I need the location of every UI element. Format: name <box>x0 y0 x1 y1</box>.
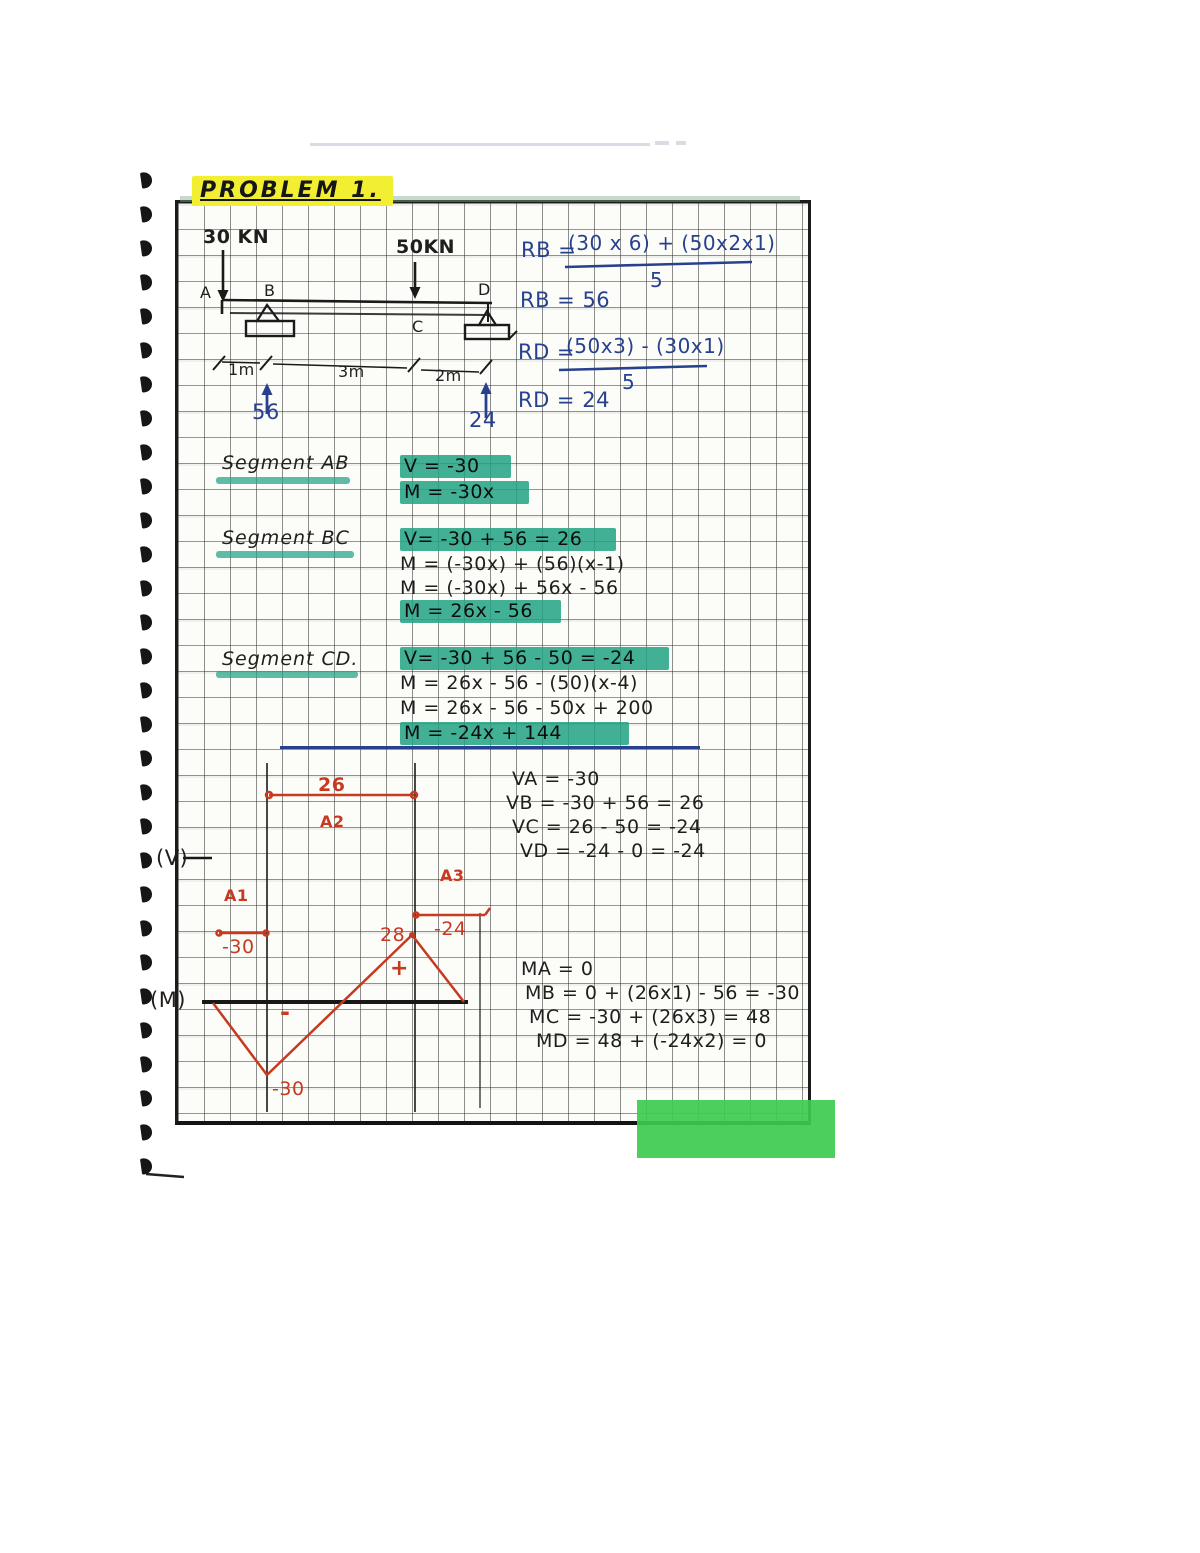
shear-value-vb: VB = -30 + 56 = 26 <box>506 792 705 814</box>
green-highlight-block <box>637 1100 835 1158</box>
v-level-neg24-label: -24 <box>434 918 467 940</box>
binding-hole-mark <box>139 1021 154 1039</box>
binding-hole-mark <box>139 307 154 325</box>
binding-hole-mark <box>139 443 154 461</box>
binding-hole-mark <box>139 171 154 189</box>
segment-bc-m-eq-2: M = (-30x) + 56x - 56 <box>400 577 619 599</box>
moment-value-md: MD = 48 + (-24x2) = 0 <box>536 1030 767 1052</box>
v-level-neg30-label: -30 <box>222 936 255 958</box>
node-label-a: A <box>200 283 212 302</box>
m-axis-label: (M) <box>150 988 187 1012</box>
binding-hole-mark <box>139 375 154 393</box>
reaction-b-value: 56 <box>252 400 280 424</box>
v-area1-label: A1 <box>224 886 249 905</box>
scan-streak <box>676 141 686 145</box>
rd-equation-lhs: RD = <box>518 340 576 364</box>
m-minus-sign: - <box>280 998 291 1026</box>
v-area3-label: A3 <box>440 866 465 885</box>
binding-hole-mark <box>139 681 154 699</box>
shear-value-va: VA = -30 <box>512 768 600 790</box>
binding-hole-mark <box>139 511 154 529</box>
moment-value-ma: MA = 0 <box>521 958 594 980</box>
binding-hole-mark <box>139 749 154 767</box>
binding-hole-mark <box>139 1123 154 1141</box>
green-smudge-top <box>180 196 800 202</box>
rd-equation-denominator: 5 <box>622 370 636 394</box>
dim-label-2m: 2m <box>435 366 462 385</box>
node-label-d: D <box>478 280 491 299</box>
rb-result: RB = 56 <box>520 288 611 312</box>
segment-cd-m-eq-2: M = 26x - 56 - 50x + 200 <box>400 697 654 719</box>
binding-hole-mark <box>139 715 154 733</box>
node-label-b: B <box>264 281 276 300</box>
segment-ab-v-eq: V = -30 <box>400 455 511 478</box>
segment-ab-underline <box>216 477 350 484</box>
segment-cd-label: Segment CD. <box>222 648 359 670</box>
section-divider-line <box>280 746 700 749</box>
binding-hole-mark <box>139 851 154 869</box>
dim-label-1m: 1m <box>228 360 255 379</box>
m-peak-label: 28 <box>380 924 406 946</box>
reaction-d-value: 24 <box>469 408 497 432</box>
rb-equation-lhs: RB = <box>521 238 577 262</box>
binding-hole-mark <box>139 953 154 971</box>
moment-value-mc: MC = -30 + (26x3) = 48 <box>529 1006 772 1028</box>
binding-hole-mark <box>139 341 154 359</box>
stray-pen-line <box>145 1172 185 1179</box>
load-label-30kn: 30 KN <box>203 226 270 248</box>
binding-hole-mark <box>139 1157 154 1175</box>
m-plus-sign: + <box>390 956 409 981</box>
binding-hole-mark <box>139 205 154 223</box>
scan-streak <box>310 143 650 146</box>
v-level-26-label: 26 <box>318 774 346 796</box>
segment-bc-m-eq-1: M = (-30x) + (56)(x-1) <box>400 553 625 575</box>
segment-bc-m-eq-3: M = 26x - 56 <box>400 600 561 623</box>
shear-value-vd: VD = -24 - 0 = -24 <box>520 840 706 862</box>
binding-hole-mark <box>139 579 154 597</box>
m-min-label: -30 <box>272 1078 305 1100</box>
segment-bc-v-eq: V= -30 + 56 = 26 <box>400 528 616 551</box>
binding-hole-mark <box>139 613 154 631</box>
dim-label-3m: 3m <box>338 362 365 381</box>
v-axis-label: (V) <box>156 846 189 870</box>
segment-bc-underline <box>216 551 354 558</box>
segment-cd-v-eq: V= -30 + 56 - 50 = -24 <box>400 647 669 670</box>
binding-hole-mark <box>139 1089 154 1107</box>
segment-ab-m-eq: M = -30x <box>400 481 529 504</box>
binding-hole-mark <box>139 783 154 801</box>
rb-equation-denominator: 5 <box>650 268 664 292</box>
rd-result: RD = 24 <box>518 388 610 412</box>
moment-value-mb: MB = 0 + (26x1) - 56 = -30 <box>525 982 800 1004</box>
segment-cd-m-eq-1: M = 26x - 56 - (50)(x-4) <box>400 672 638 694</box>
shear-value-vc: VC = 26 - 50 = -24 <box>512 816 702 838</box>
segment-bc-label: Segment BC <box>222 527 350 549</box>
v-area2-label: A2 <box>320 812 345 831</box>
segment-cd-underline <box>216 671 358 678</box>
binding-hole-mark <box>139 1055 154 1073</box>
rb-equation-numerator: (30 x 6) + (50x2x1) <box>568 231 776 255</box>
binding-hole-mark <box>139 919 154 937</box>
scan-streak <box>655 141 669 145</box>
binding-hole-mark <box>139 545 154 563</box>
load-label-50kn: 50KN <box>396 236 456 258</box>
binding-hole-mark <box>139 817 154 835</box>
segment-ab-label: Segment AB <box>222 452 350 474</box>
binding-hole-mark <box>139 273 154 291</box>
binding-hole-mark <box>139 409 154 427</box>
binding-hole-mark <box>139 477 154 495</box>
page-title: PROBLEM 1. <box>192 176 393 206</box>
binding-hole-mark <box>139 885 154 903</box>
binding-hole-mark <box>139 647 154 665</box>
segment-cd-m-eq-3: M = -24x + 144 <box>400 722 629 745</box>
binding-hole-mark <box>139 239 154 257</box>
node-label-c: C <box>412 317 424 336</box>
rd-equation-numerator: (50x3) - (30x1) <box>566 334 725 358</box>
